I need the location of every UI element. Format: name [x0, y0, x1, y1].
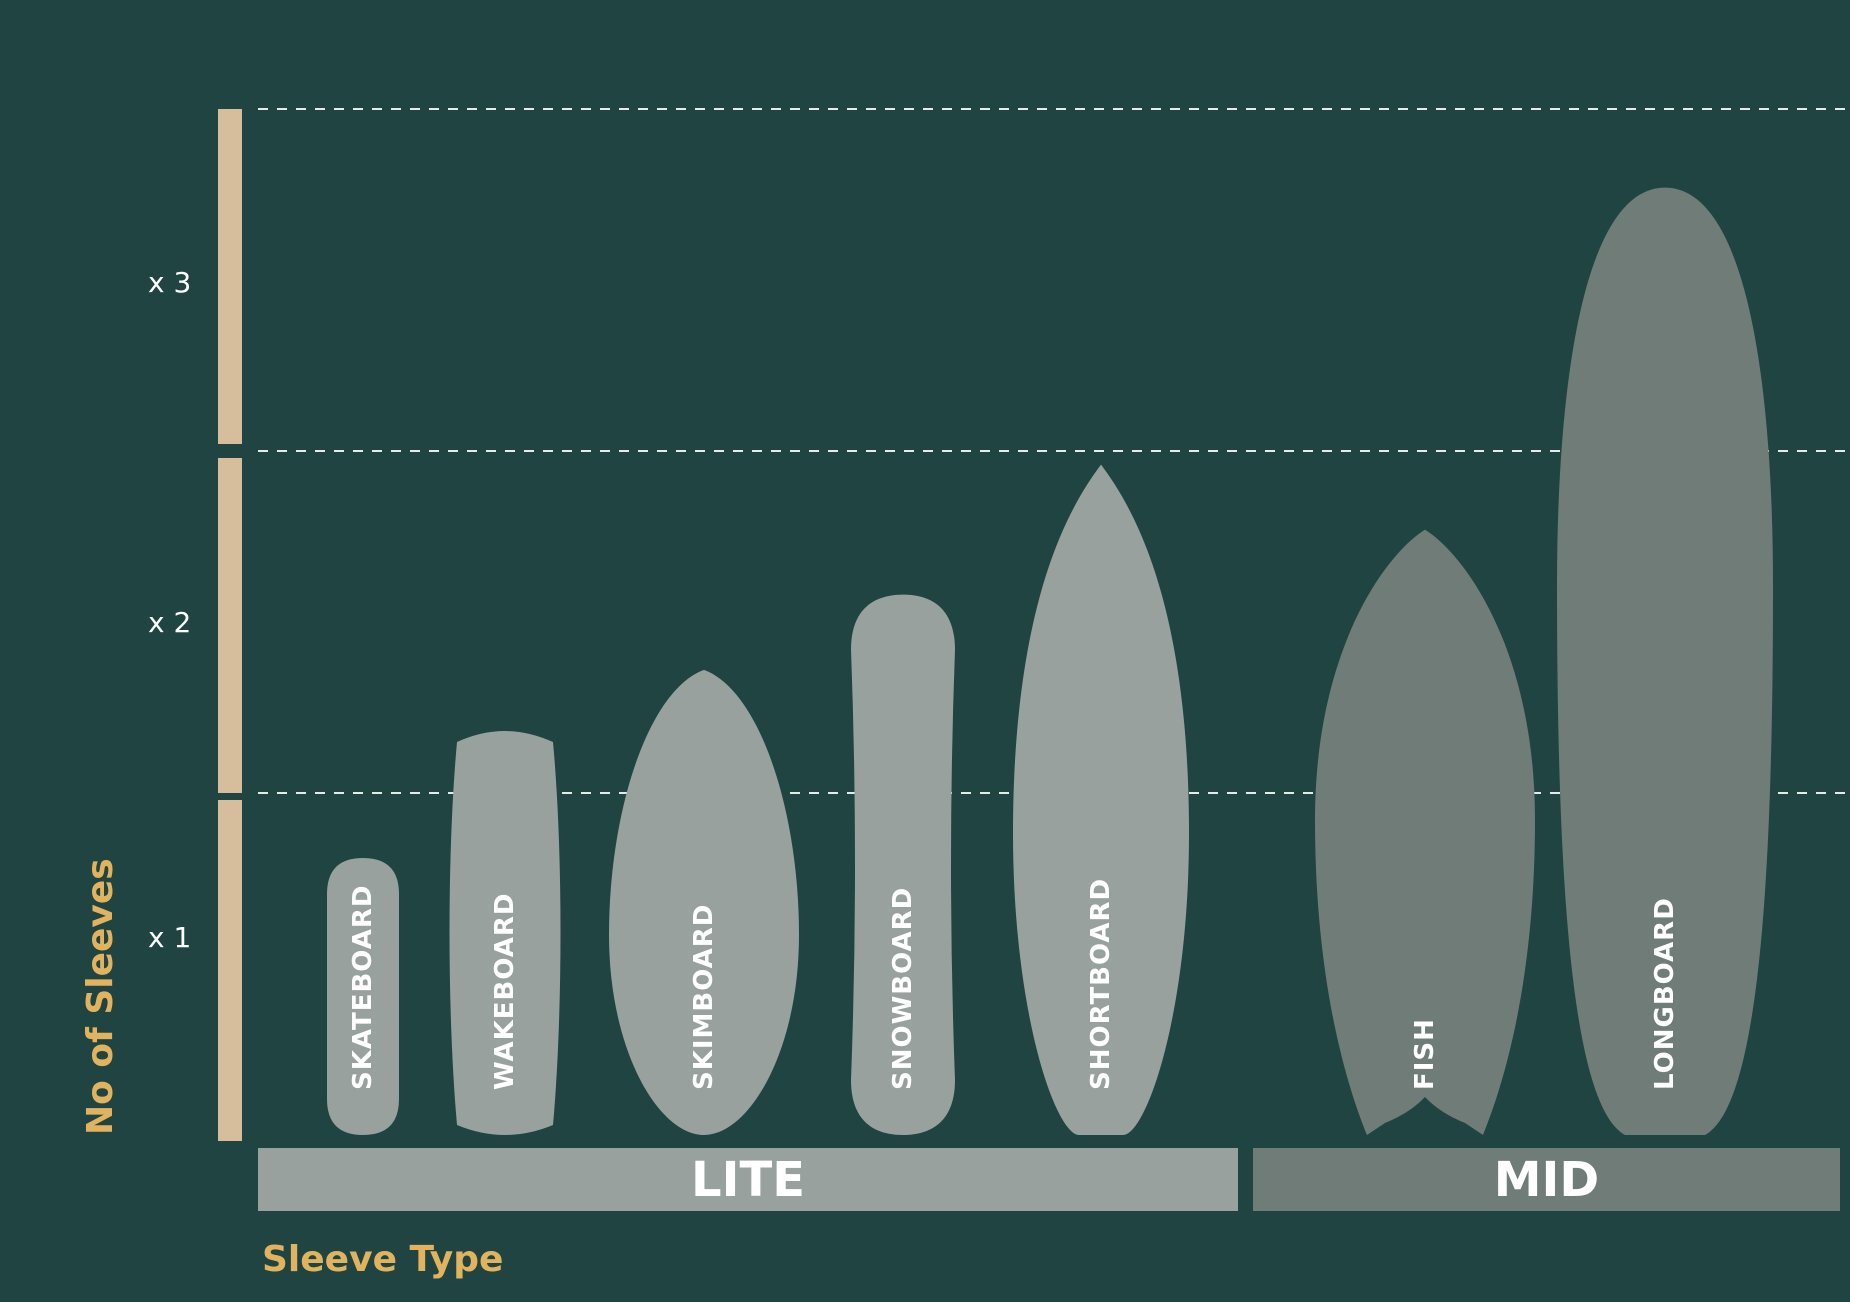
board-skimboard [609, 669, 799, 1135]
group-bar-mid [1253, 1148, 1840, 1211]
board-label-shortboard: SHORTBOARD [1086, 878, 1116, 1090]
board-skateboard [327, 857, 399, 1135]
board-label-longboard: LONGBOARD [1650, 897, 1680, 1090]
board-label-fish: FISH [1410, 1018, 1440, 1090]
y-axis-title: No of Sleeves [80, 858, 121, 1135]
board-label-snowboard: SNOWBOARD [888, 887, 918, 1090]
group-label-mid: MID [1494, 1152, 1599, 1208]
board-fish [1315, 529, 1535, 1135]
y-axis-segment [218, 458, 242, 793]
board-label-skimboard: SKIMBOARD [689, 904, 719, 1090]
group-bar-lite [258, 1148, 1238, 1211]
y-tick-label: x 2 [148, 606, 191, 639]
board-label-skateboard: SKATEBOARD [348, 885, 378, 1090]
y-axis-segment [218, 800, 242, 1141]
board-wakeboard [449, 731, 561, 1135]
board-snowboard [851, 594, 955, 1135]
board-shortboard [1013, 464, 1189, 1135]
y-tick-label: x 3 [148, 266, 191, 299]
group-label-lite: LITE [691, 1152, 805, 1208]
y-tick-label: x 1 [148, 921, 191, 954]
x-axis-title: Sleeve Type [262, 1239, 503, 1280]
board-label-wakeboard: WAKEBOARD [490, 893, 520, 1091]
board-longboard [1557, 187, 1773, 1135]
y-axis-segment [218, 109, 242, 444]
